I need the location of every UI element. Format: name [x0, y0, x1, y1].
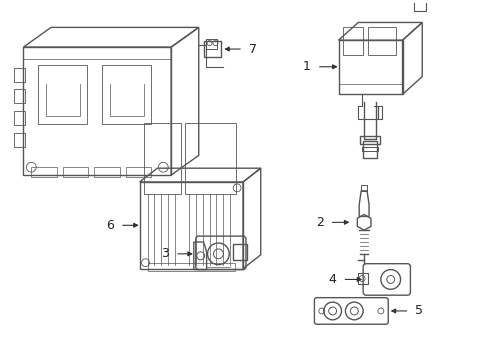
- Text: 4: 4: [329, 273, 337, 286]
- Text: 1: 1: [303, 60, 311, 73]
- Bar: [147, 263, 235, 271]
- Bar: [361, 185, 367, 191]
- Bar: [233, 244, 247, 260]
- Bar: [415, 0, 426, 11]
- Bar: [14, 133, 25, 147]
- Bar: [140, 182, 243, 269]
- Bar: [38, 65, 88, 124]
- Bar: [358, 273, 368, 284]
- Text: 5: 5: [415, 305, 423, 318]
- Text: 6: 6: [106, 219, 114, 232]
- Text: 7: 7: [249, 42, 257, 55]
- Bar: [368, 27, 395, 55]
- Bar: [63, 167, 89, 177]
- Bar: [102, 65, 151, 124]
- Bar: [126, 167, 151, 177]
- Text: 2: 2: [316, 216, 324, 229]
- Bar: [95, 167, 120, 177]
- Bar: [204, 41, 221, 57]
- Bar: [14, 68, 25, 82]
- Bar: [24, 47, 171, 175]
- Bar: [14, 111, 25, 125]
- Bar: [206, 39, 218, 49]
- Bar: [362, 147, 378, 152]
- Bar: [343, 27, 363, 55]
- Bar: [360, 136, 380, 144]
- Bar: [144, 123, 181, 194]
- Bar: [363, 141, 377, 158]
- Bar: [14, 89, 25, 103]
- Bar: [339, 40, 402, 94]
- Bar: [31, 167, 57, 177]
- Bar: [185, 123, 236, 194]
- Text: 3: 3: [161, 247, 169, 260]
